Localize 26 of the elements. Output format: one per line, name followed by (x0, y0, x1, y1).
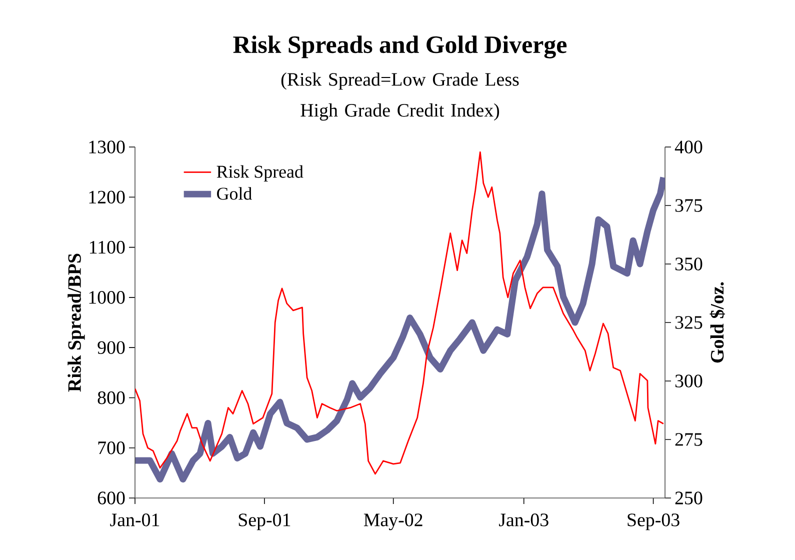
y2-axis-title: Gold $/oz. (710, 282, 725, 363)
chart-title: Risk Spreads and Gold Diverge (233, 36, 567, 58)
chart-subtitle: (Risk Spread=Low Grade Less High Grade Credit Index) (281, 72, 519, 121)
y2-tick-label: 275 (675, 433, 702, 446)
y-tick-label: 700 (98, 441, 125, 454)
legend-label: Gold (217, 187, 252, 200)
y-tick-label: 600 (98, 492, 125, 504)
legend-label: Risk Spread (216, 165, 304, 182)
y-tick-label: 1200 (89, 190, 125, 204)
y2-tick-label: 375 (675, 199, 702, 212)
x-tick-label: Jan-01 (110, 514, 160, 526)
y-tick-label: 800 (98, 391, 125, 404)
x-tick-label: Sep-03 (628, 514, 680, 530)
y-tick-label: 1100 (90, 240, 125, 254)
x-tick-label: Sep-01 (238, 514, 290, 530)
y-tick-label: 1300 (89, 140, 125, 154)
y2-tick-label: 300 (675, 374, 702, 388)
y2-tick-label: 325 (675, 316, 702, 329)
y2-tick-label: 250 (675, 492, 702, 504)
y-tick-label: 900 (98, 341, 125, 354)
y-tick-label: 1000 (89, 291, 125, 304)
y2-tick-label: 400 (674, 140, 702, 154)
y2-tick-label: 350 (675, 258, 702, 270)
y-axis-title: Risk Spread/BPS (68, 254, 85, 392)
x-tick-label: May-02 (364, 514, 422, 530)
x-tick-label: Jan-03 (499, 514, 548, 526)
